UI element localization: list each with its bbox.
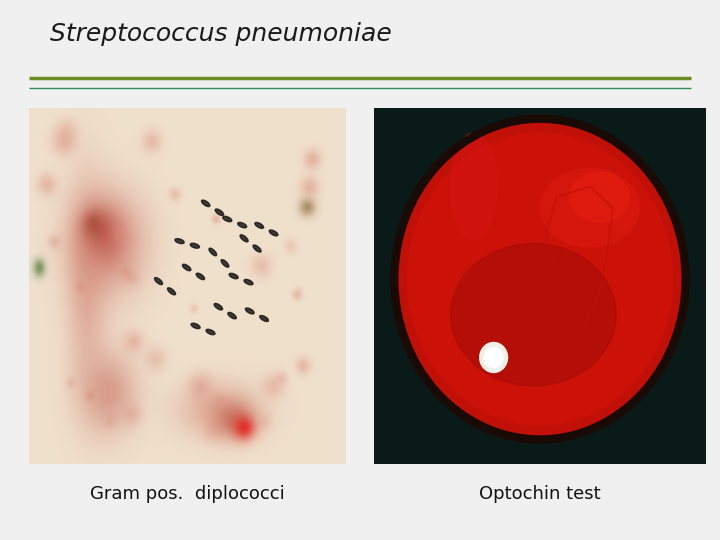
Ellipse shape bbox=[222, 217, 232, 222]
Circle shape bbox=[485, 348, 503, 367]
Circle shape bbox=[480, 342, 508, 373]
Ellipse shape bbox=[191, 323, 200, 329]
Ellipse shape bbox=[202, 200, 210, 207]
Ellipse shape bbox=[215, 209, 224, 215]
Ellipse shape bbox=[451, 133, 497, 240]
Ellipse shape bbox=[260, 315, 269, 321]
Ellipse shape bbox=[451, 244, 616, 386]
Ellipse shape bbox=[196, 273, 204, 280]
Ellipse shape bbox=[190, 243, 199, 248]
Ellipse shape bbox=[182, 264, 191, 271]
Ellipse shape bbox=[206, 329, 215, 335]
Ellipse shape bbox=[255, 222, 264, 228]
Ellipse shape bbox=[240, 235, 248, 242]
Ellipse shape bbox=[570, 172, 629, 222]
Ellipse shape bbox=[209, 248, 217, 256]
Ellipse shape bbox=[244, 279, 253, 285]
Ellipse shape bbox=[155, 278, 163, 285]
Ellipse shape bbox=[395, 119, 685, 440]
Text: Streptococcus pneumoniae: Streptococcus pneumoniae bbox=[50, 22, 392, 45]
Ellipse shape bbox=[408, 133, 672, 425]
Ellipse shape bbox=[269, 230, 278, 236]
Text: Optochin test: Optochin test bbox=[480, 485, 600, 503]
Text: Gram pos.  diplococci: Gram pos. diplococci bbox=[90, 485, 284, 503]
Ellipse shape bbox=[228, 312, 236, 319]
Ellipse shape bbox=[229, 273, 238, 279]
Ellipse shape bbox=[175, 239, 184, 244]
Ellipse shape bbox=[168, 288, 176, 295]
Ellipse shape bbox=[214, 303, 222, 310]
Ellipse shape bbox=[253, 245, 261, 252]
Ellipse shape bbox=[238, 222, 247, 228]
Ellipse shape bbox=[221, 260, 229, 267]
Ellipse shape bbox=[540, 168, 639, 247]
Ellipse shape bbox=[246, 308, 254, 314]
